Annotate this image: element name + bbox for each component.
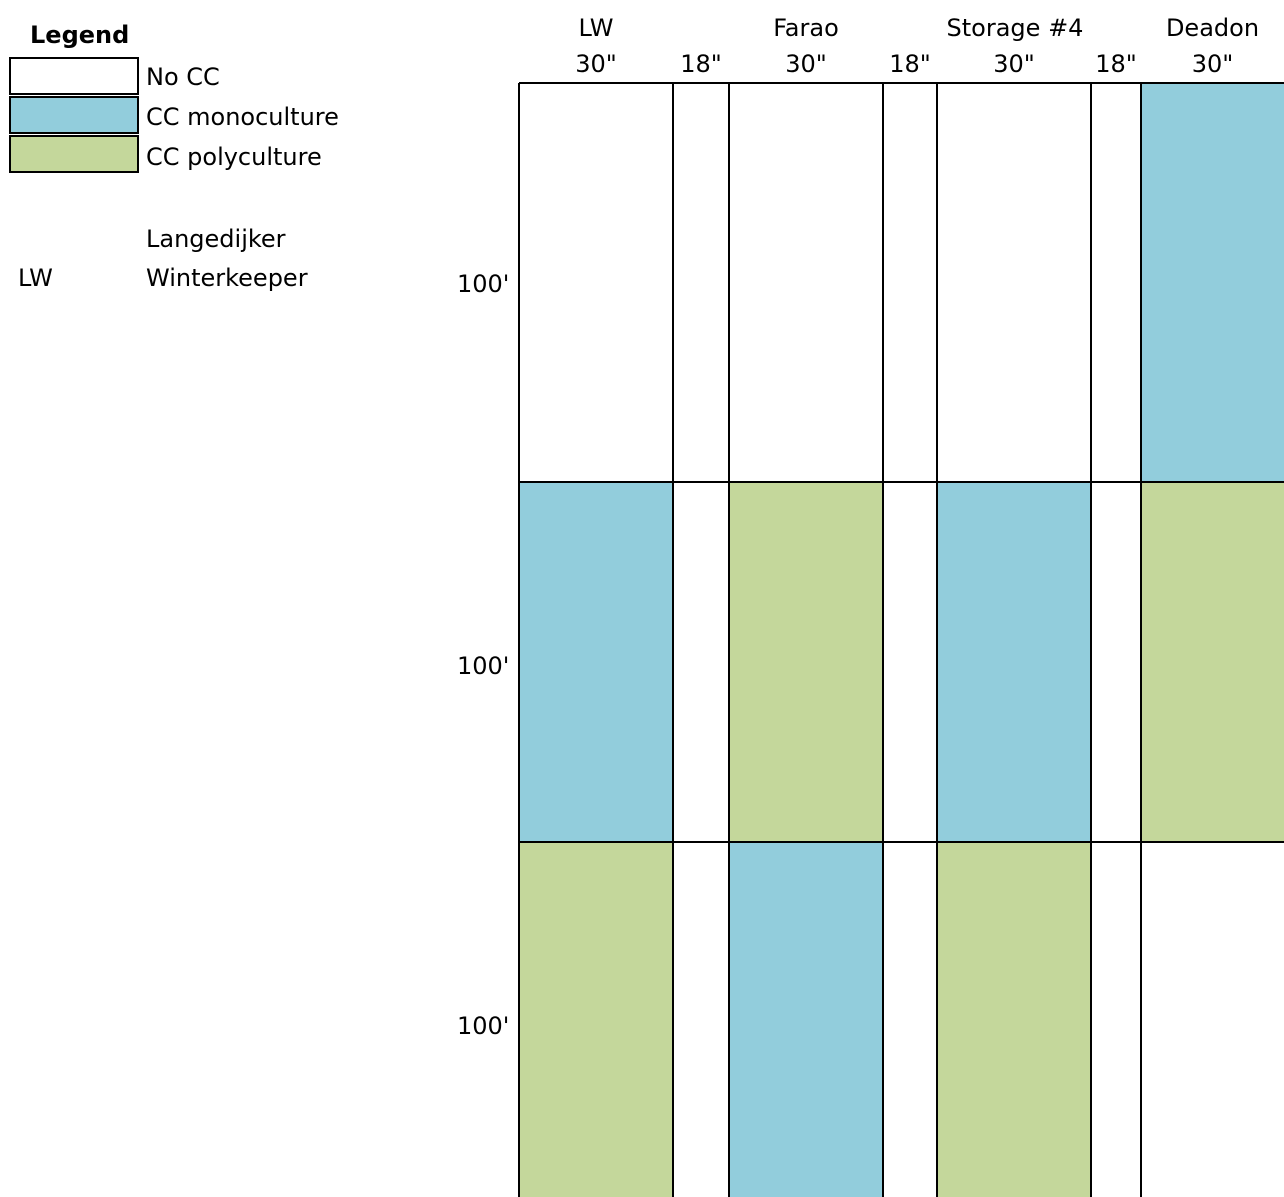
column-name-storage-4: Storage #4 — [946, 14, 1084, 42]
abbreviation-code: LW — [18, 264, 53, 292]
column-name-lw: LW — [578, 14, 614, 42]
plot-cell-lw-row-3 — [519, 842, 673, 1197]
legend-swatch-cc-monoculture — [9, 96, 139, 134]
abbreviation-line2: Winterkeeper — [146, 264, 308, 292]
legend-label-no-cc: No CC — [146, 63, 220, 91]
plot-cell-deadon-row-2 — [1141, 482, 1284, 842]
legend-label-cc-monoculture: CC monoculture — [146, 103, 339, 131]
column-width-storage-4: 30" — [993, 50, 1035, 78]
plot-cell-farao-row-2 — [729, 482, 883, 842]
plot-cell-farao-row-3 — [729, 842, 883, 1197]
gap-width-2: 18" — [889, 50, 931, 78]
plot-cell-deadon-row-3 — [1141, 842, 1284, 1197]
legend-title: Legend — [30, 21, 130, 49]
column-width-deadon: 30" — [1191, 50, 1234, 78]
plot-cell-lw-row-2 — [519, 482, 673, 842]
plot-cell-storage-4-row-2 — [937, 482, 1091, 842]
plot-cell-deadon-row-1 — [1141, 83, 1284, 482]
plot-cell-lw-row-1 — [519, 83, 673, 482]
row-label-2: 100' — [457, 652, 510, 680]
legend-swatch-cc-polyculture — [9, 135, 139, 173]
abbreviation-line1: Langedijker — [146, 225, 286, 253]
column-name-deadon: Deadon — [1165, 14, 1260, 42]
plot-cell-storage-4-row-3 — [937, 842, 1091, 1197]
column-width-lw: 30" — [575, 50, 617, 78]
column-name-farao: Farao — [773, 14, 839, 42]
row-label-3: 100' — [457, 1012, 510, 1040]
gap-width-1: 18" — [680, 50, 722, 78]
legend-swatch-no-cc — [9, 57, 139, 95]
plot-cell-storage-4-row-1 — [937, 83, 1091, 482]
column-width-farao: 30" — [785, 50, 827, 78]
legend-label-cc-polyculture: CC polyculture — [146, 143, 322, 171]
plot-cell-farao-row-1 — [729, 83, 883, 482]
gap-width-3: 18" — [1095, 50, 1137, 78]
row-label-1: 100' — [457, 270, 510, 298]
